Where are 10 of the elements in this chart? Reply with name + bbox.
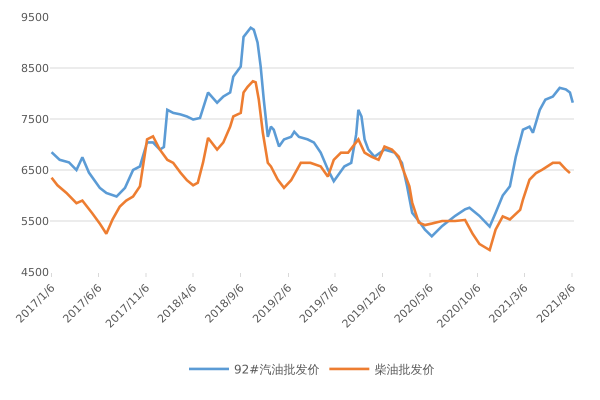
y-tick-label: 5500 — [21, 214, 49, 228]
y-tick-label: 8500 — [21, 62, 49, 75]
y-tick-label: 7500 — [21, 112, 49, 126]
legend-label: 柴油批发价 — [374, 362, 434, 377]
legend-label: 92#汽油批发价 — [234, 362, 320, 377]
line-series — [50, 26, 574, 238]
y-tick-label: 9500 — [21, 10, 49, 24]
y-tick-label: 6500 — [21, 164, 49, 177]
line-series — [50, 80, 572, 252]
y-tick-label: 4500 — [21, 266, 49, 279]
